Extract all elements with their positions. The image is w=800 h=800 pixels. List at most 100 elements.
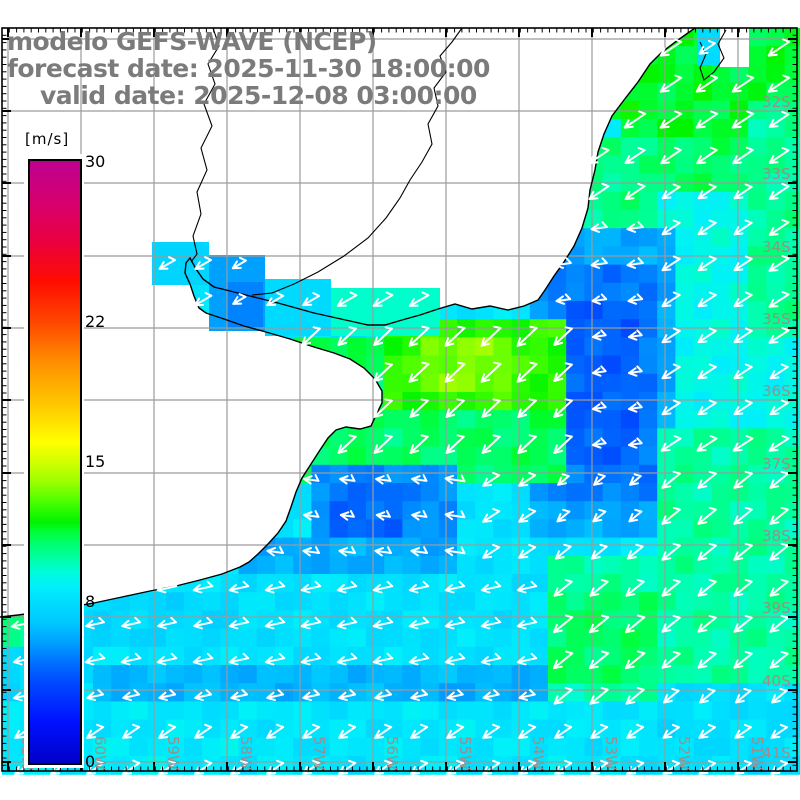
- wind-arrow: [408, 291, 430, 307]
- wind-arrow: [624, 614, 646, 634]
- wind-arrow: [301, 326, 321, 346]
- wind-arrow: [588, 182, 610, 201]
- wind-arrow: [264, 616, 286, 630]
- wind-arrow: [696, 146, 718, 165]
- wind-arrow: [697, 650, 717, 669]
- wind-arrow: [302, 723, 321, 739]
- wind-arrow: [624, 146, 646, 165]
- wind-arrow: [372, 291, 394, 307]
- wind-arrow: [626, 723, 645, 739]
- wind-arrow: [697, 542, 717, 561]
- wind-arrow: [518, 723, 537, 739]
- wind-arrow: [373, 398, 393, 418]
- wind-arrow: [660, 435, 682, 452]
- wind-arrow: [661, 363, 681, 380]
- wind-arrow: [266, 689, 285, 702]
- wind-arrow: [588, 614, 610, 634]
- overlay-cell: [720, 28, 749, 67]
- wind-arrow: [444, 652, 466, 666]
- wind-arrow: [192, 652, 214, 666]
- wind-arrow: [660, 146, 682, 165]
- wind-arrow: [732, 146, 754, 165]
- wind-arrow: [768, 183, 790, 200]
- wind-arrow: [194, 723, 213, 739]
- lon-label: 51W: [748, 736, 766, 770]
- wind-arrow: [409, 434, 429, 454]
- wind-arrow: [590, 543, 608, 560]
- colorbar-tick-label: 22: [85, 312, 106, 331]
- wind-arrow: [592, 401, 607, 413]
- wind-arrow: [768, 435, 790, 452]
- wind-arrow: [663, 687, 680, 704]
- uruguay-river: [251, 27, 463, 296]
- wind-arrow: [733, 542, 753, 561]
- wind-arrow: [444, 546, 466, 557]
- wind-arrow: [445, 398, 465, 418]
- wind-arrow: [733, 363, 753, 380]
- wind-arrow: [518, 507, 537, 523]
- wind-arrow: [627, 293, 644, 305]
- lon-label: 53W: [602, 736, 620, 770]
- wind-arrow: [624, 182, 646, 201]
- wind-arrow: [481, 434, 501, 454]
- wind-arrow: [14, 723, 33, 739]
- wind-arrow: [553, 326, 573, 346]
- wind-arrow: [768, 255, 790, 272]
- wind-arrow: [771, 687, 788, 704]
- wind-arrow: [554, 257, 572, 269]
- wind-arrow: [193, 292, 213, 307]
- wind-arrow: [556, 508, 571, 523]
- wind-arrow: [122, 689, 141, 702]
- wind-arrow: [659, 110, 683, 129]
- wind-arrow: [482, 507, 501, 523]
- wind-arrow: [266, 546, 284, 557]
- wind-arrow: [373, 434, 393, 454]
- wind-arrow: [446, 689, 464, 701]
- wind-arrow: [661, 219, 681, 236]
- wind-arrow: [697, 506, 717, 525]
- lon-label: 54W: [529, 736, 547, 770]
- wind-arrow: [372, 616, 394, 630]
- wind-arrow: [193, 616, 213, 630]
- wind-arrow: [408, 652, 430, 666]
- wind-arrow: [623, 110, 647, 129]
- coastline-layer: [0, 27, 727, 618]
- wind-arrow: [302, 689, 321, 702]
- wind-arrow: [661, 327, 681, 344]
- wind-arrow: [231, 256, 247, 270]
- wind-arrow: [85, 616, 105, 630]
- wind-arrow: [733, 506, 753, 525]
- overlay-cell: [152, 242, 209, 285]
- wind-arrow: [13, 652, 34, 666]
- lat-label: 39S: [762, 599, 791, 617]
- wind-arrow: [733, 650, 753, 669]
- wind-arrow: [592, 508, 607, 523]
- wind-arrow: [697, 578, 717, 597]
- lagoon-river: [699, 29, 727, 81]
- wind-arrow: [266, 292, 285, 307]
- wind-arrow: [338, 723, 357, 739]
- colorbar: [24, 154, 84, 768]
- wind-arrow: [733, 470, 753, 489]
- wind-arrow: [628, 437, 643, 449]
- colorbar-tick-label: 15: [85, 452, 106, 471]
- wind-arrow: [698, 40, 716, 55]
- wind-arrow: [588, 650, 610, 670]
- wind-arrow: [697, 255, 717, 272]
- wind-arrow: [553, 434, 573, 454]
- wind-arrow: [697, 327, 717, 344]
- wind-arrow: [336, 616, 358, 630]
- wind-arrow: [555, 293, 572, 305]
- wind-arrow: [768, 291, 790, 308]
- wind-arrow: [659, 38, 683, 57]
- wind-arrow: [372, 580, 394, 594]
- wind-arrow: [735, 687, 752, 704]
- wind-arrow: [228, 652, 250, 666]
- wind-arrow: [444, 580, 466, 594]
- lat-label: 35S: [762, 310, 791, 328]
- wind-arrow: [408, 580, 430, 594]
- wind-arrow: [768, 219, 790, 236]
- wind-arrow: [158, 723, 177, 739]
- wind-arrow: [194, 256, 212, 270]
- wind-arrow: [232, 293, 247, 305]
